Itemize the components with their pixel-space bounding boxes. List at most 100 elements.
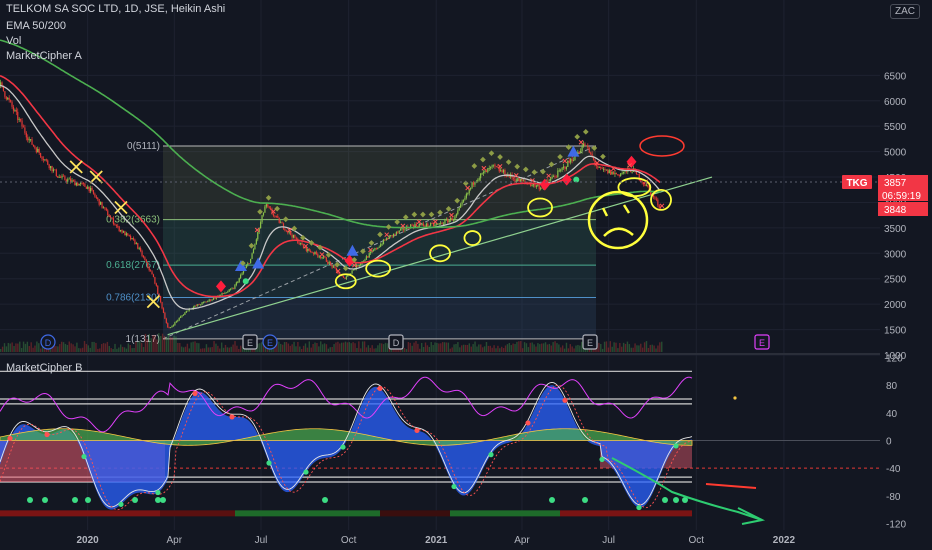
symbol-title[interactable]: TELKOM SA SOC LTD, 1D, JSE, Heikin Ashi	[6, 3, 226, 15]
candle-body	[535, 185, 537, 187]
candle-body	[255, 239, 257, 244]
candle-body	[162, 308, 165, 313]
event-marker-label: E	[759, 338, 765, 348]
green-dot	[573, 176, 580, 183]
candle-body	[175, 321, 177, 323]
candle-body	[30, 139, 32, 141]
small-diamond	[445, 206, 452, 212]
price-tick-label: 5000	[884, 148, 907, 159]
volume-bar	[424, 342, 427, 352]
price-tick-label: 6500	[884, 71, 907, 82]
candle-body	[272, 213, 275, 216]
candle-body	[95, 196, 97, 198]
volume-bar	[634, 343, 636, 352]
volume-bar	[407, 342, 410, 352]
candle-body	[194, 305, 196, 307]
cross-marker	[69, 160, 83, 174]
candle-body	[595, 163, 597, 166]
volume-bar	[462, 344, 465, 352]
candle-body	[124, 231, 126, 236]
volume-bar	[339, 343, 341, 352]
volume-bar	[198, 343, 200, 352]
candle-body	[302, 245, 305, 248]
volume-bar	[184, 346, 187, 352]
candle-body	[417, 226, 419, 228]
marketcipher-b-pane	[0, 370, 880, 517]
candle-body	[541, 187, 543, 189]
candle-body	[488, 168, 490, 170]
candle-body	[410, 224, 412, 229]
event-marker-label: E	[247, 338, 253, 348]
volume-bar	[137, 341, 139, 352]
candle-body	[22, 126, 25, 128]
volume-bar	[630, 347, 632, 352]
candle-body	[72, 180, 75, 182]
small-diamond	[334, 261, 341, 268]
volume-bar	[466, 345, 469, 352]
candle-body	[110, 217, 112, 218]
candle-body	[345, 276, 347, 279]
candle-body	[528, 183, 530, 185]
legend-ema[interactable]: EMA 50/200	[6, 20, 66, 32]
volume-bar	[441, 342, 444, 352]
candle-body	[440, 222, 442, 224]
buy-dot	[85, 496, 91, 503]
candle-body	[51, 166, 53, 172]
volume-bar	[125, 348, 128, 352]
candle-body	[25, 132, 27, 138]
candle-body	[568, 160, 570, 163]
volume-bar	[607, 347, 610, 352]
badge-ticker: TKG	[846, 178, 867, 189]
candle-body	[101, 201, 103, 208]
volume-bar	[238, 348, 240, 352]
volume-bar	[636, 345, 638, 352]
candle-body	[50, 166, 52, 169]
currency-button[interactable]: ZAC	[890, 4, 920, 19]
buy-dot	[582, 496, 588, 503]
volume-bar	[409, 342, 411, 352]
candle-body	[385, 238, 387, 241]
candle-body	[70, 178, 72, 183]
volume-bar	[102, 343, 105, 352]
volume-bar	[344, 341, 347, 352]
candle-body	[61, 175, 63, 178]
volume-bar	[558, 344, 560, 352]
candle-body	[242, 270, 245, 274]
candle-body	[457, 210, 459, 215]
volume-bar	[560, 347, 562, 352]
candle-body	[618, 174, 620, 176]
candle-body	[270, 207, 272, 210]
candle-body	[158, 293, 160, 297]
small-diamond	[342, 265, 349, 272]
candle-body	[220, 294, 222, 296]
event-marker-dividend	[40, 334, 56, 350]
legend-vol[interactable]: Vol	[6, 35, 22, 47]
legend-cipher-a[interactable]: MarketCipher A	[6, 50, 82, 62]
candle-body	[357, 265, 359, 267]
candle-body	[291, 234, 293, 238]
candle-body	[128, 234, 130, 236]
small-diamond	[411, 211, 418, 218]
candle-body	[500, 170, 502, 172]
candle-body	[537, 185, 539, 186]
volume-bar	[611, 346, 613, 352]
volume-bar	[234, 341, 236, 352]
red-projection-line	[705, 483, 757, 489]
volume-bar	[323, 343, 326, 352]
candle-body	[372, 250, 375, 252]
volume-bar	[531, 342, 533, 352]
candle-body	[337, 270, 339, 274]
candle-body	[177, 320, 179, 322]
candle-body	[168, 327, 170, 329]
small-diamond	[351, 256, 358, 263]
candle-body	[268, 206, 270, 208]
candle-body	[31, 139, 33, 145]
candle-body	[638, 174, 640, 181]
candle-body	[470, 187, 472, 190]
trend-state-bar	[560, 510, 692, 517]
volume-bar	[15, 343, 17, 352]
time-tick-label: Jul	[602, 535, 615, 546]
legend-cipher-b[interactable]: MarketCipher B	[6, 362, 83, 374]
volume-bar	[554, 341, 556, 352]
